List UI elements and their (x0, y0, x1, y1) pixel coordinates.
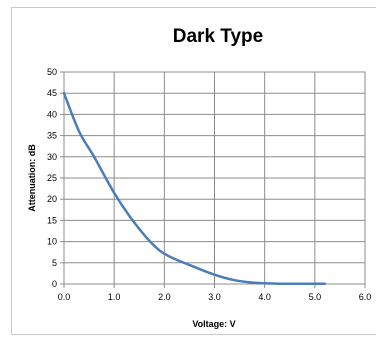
attenuation-series-line (62, 91, 327, 286)
y-tick-label: 15 (47, 215, 57, 225)
y-tick-label: 30 (47, 152, 57, 162)
x-tick-label: 0.0 (58, 292, 71, 302)
x-axis-title: Voltage: V (192, 319, 235, 329)
y-tick-label: 35 (47, 131, 57, 141)
x-tick-label: 5.0 (309, 292, 322, 302)
x-tick-label: 2.0 (158, 292, 171, 302)
y-tick-label: 25 (47, 173, 57, 183)
x-tick-label: 1.0 (108, 292, 121, 302)
y-axis-ticks: 0 5 10 15 20 25 30 35 40 45 50 (47, 67, 57, 289)
y-tick-label: 40 (47, 109, 57, 119)
series-layer (62, 91, 327, 286)
x-tick-label: 6.0 (359, 292, 372, 302)
x-tick-label: 4.0 (258, 292, 271, 302)
y-tick-label: 0 (52, 279, 57, 289)
x-tick-label: 3.0 (208, 292, 221, 302)
chart-title: Dark Type (173, 26, 263, 47)
y-tick-label: 5 (52, 258, 57, 268)
y-tick-label: 45 (47, 88, 57, 98)
plot-area-border (63, 71, 366, 285)
y-tick-label: 10 (47, 237, 57, 247)
y-tick-label: 20 (47, 194, 57, 204)
y-axis-title: Attenuation: dB (27, 144, 37, 212)
y-tick-label: 50 (47, 67, 57, 77)
x-axis-ticks: 0.0 1.0 2.0 3.0 4.0 5.0 6.0 (58, 292, 372, 302)
